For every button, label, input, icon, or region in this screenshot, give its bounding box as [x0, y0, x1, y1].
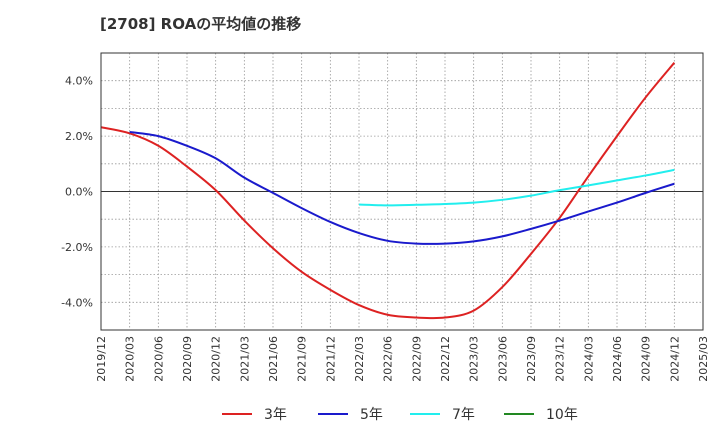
series-line-7年	[358, 168, 675, 207]
x-tick-label: 2024/03	[582, 336, 595, 382]
legend-label: 3年	[264, 407, 287, 423]
x-tick-label: 2023/12	[554, 336, 567, 382]
chart-title: [2708] ROAの平均値の推移	[100, 15, 301, 33]
x-tick-label: 2020/06	[152, 336, 165, 382]
x-tick-label: 2022/03	[353, 336, 366, 382]
x-tick-label: 2021/12	[324, 336, 337, 382]
x-tick-label: 2023/09	[525, 336, 538, 382]
y-axis: 4.0% 2.0% 0.0% -2.0% -4.0%	[61, 75, 93, 310]
legend-label: 5年	[360, 407, 383, 423]
y-tick-label: -4.0%	[61, 296, 93, 309]
series-line-3年	[100, 62, 676, 320]
x-tick-label: 2022/06	[382, 336, 395, 382]
y-tick-label: -2.0%	[61, 241, 93, 254]
grid	[101, 53, 703, 330]
x-tick-label: 2021/09	[296, 336, 309, 382]
x-tick-label: 2021/03	[238, 336, 251, 382]
legend: 3年 5年 7年 10年	[222, 407, 578, 423]
x-tick-label: 2024/09	[640, 336, 653, 382]
y-tick-label: 0.0%	[65, 186, 93, 199]
series-line-5年	[129, 130, 675, 245]
series-lines	[100, 62, 676, 320]
x-tick-label: 2024/06	[611, 336, 624, 382]
y-tick-label: 4.0%	[65, 75, 93, 88]
x-tick-label: 2022/12	[439, 336, 452, 382]
x-tick-label: 2020/12	[210, 336, 223, 382]
legend-label: 7年	[452, 407, 475, 423]
x-tick-label: 2021/06	[267, 336, 280, 382]
x-axis: 2019/12 2020/03 2020/06 2020/09 2020/12 2021/…	[95, 336, 710, 382]
x-tick-label: 2020/03	[124, 336, 137, 382]
x-tick-label: 2020/09	[181, 336, 194, 382]
y-tick-label: 2.0%	[65, 130, 93, 143]
x-tick-label: 2025/03	[697, 336, 710, 382]
x-tick-label: 2019/12	[95, 336, 108, 382]
legend-label: 10年	[546, 407, 578, 423]
x-tick-label: 2022/09	[410, 336, 423, 382]
x-tick-label: 2023/06	[496, 336, 509, 382]
plot-frame	[100, 52, 704, 331]
x-tick-label: 2024/12	[668, 336, 681, 382]
x-tick-label: 2023/03	[468, 336, 481, 382]
